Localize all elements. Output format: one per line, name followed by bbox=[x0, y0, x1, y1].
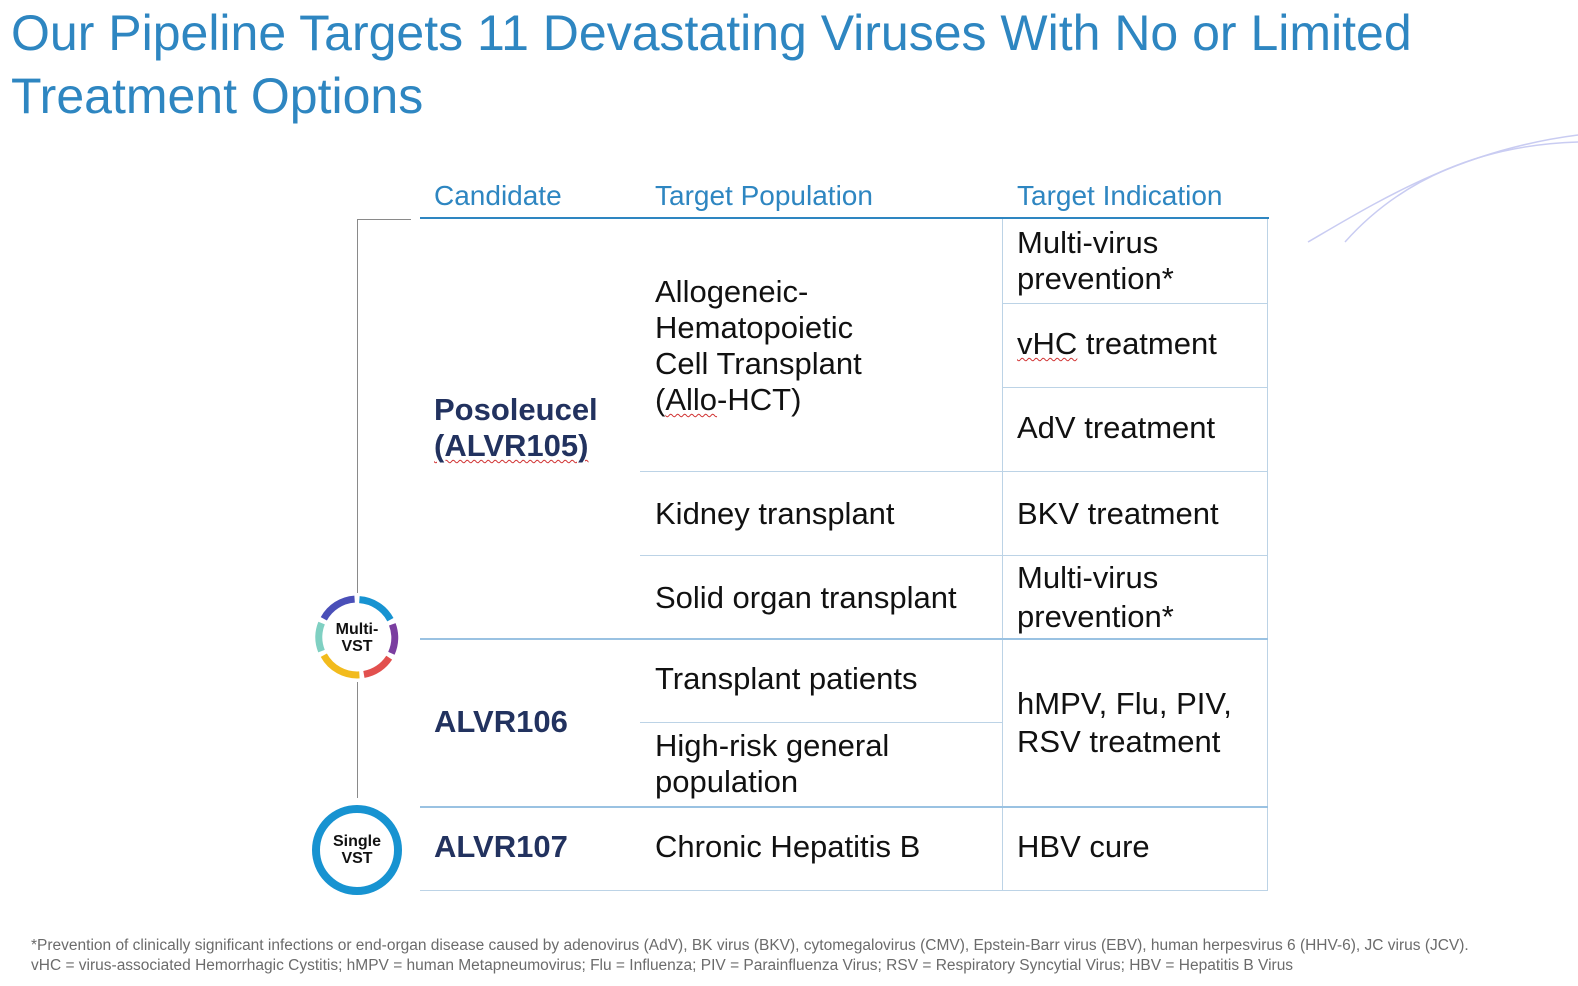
indication-line: prevention* bbox=[1017, 261, 1174, 296]
header-target-population: Target Population bbox=[655, 180, 873, 211]
row-divider bbox=[640, 471, 1268, 472]
multi-vst-label-line2: VST bbox=[341, 638, 373, 655]
page-title: Our Pipeline Targets 11 Devastating Viru… bbox=[11, 5, 1412, 124]
multi-vst-badge: Multi- VST bbox=[311, 591, 403, 683]
indication-vhc-text: treatment bbox=[1077, 326, 1217, 361]
group-divider bbox=[420, 638, 1268, 640]
row-divider bbox=[640, 722, 1002, 723]
indication-adv-treatment: AdV treatment bbox=[1017, 410, 1216, 445]
indication-bkv-treatment: BKV treatment bbox=[1017, 496, 1219, 531]
decorative-swoosh bbox=[1307, 134, 1578, 243]
population-high-risk-line: population bbox=[655, 764, 799, 799]
header-divider bbox=[420, 217, 1269, 219]
population-allo-hct: Allogeneic- Hematopoietic Cell Transplan… bbox=[655, 274, 862, 418]
candidate-posoleucel-code: (ALVR105) bbox=[434, 428, 589, 463]
bracket-connector-top bbox=[357, 219, 411, 220]
single-vst-ring-icon bbox=[312, 805, 402, 895]
indication-line: hMPV, Flu, PIV, bbox=[1017, 686, 1232, 721]
candidate-alvr107: ALVR107 bbox=[434, 829, 568, 864]
multi-vst-label-line1: Multi- bbox=[335, 621, 379, 638]
indication-line: Multi-virus bbox=[1017, 225, 1159, 260]
header-candidate: Candidate bbox=[434, 180, 562, 211]
population-allo-paren: ( bbox=[655, 382, 666, 417]
candidate-posoleucel: Posoleucel (ALVR105) bbox=[434, 392, 598, 464]
population-allo-line: Hematopoietic bbox=[655, 310, 854, 345]
bracket-connector-upper bbox=[357, 219, 358, 593]
indication-multi-virus-prevention-sot: Multi-virus prevention* bbox=[1017, 560, 1174, 635]
footnote-abbreviations: vHC = virus-associated Hemorrhagic Cysti… bbox=[31, 957, 1294, 974]
population-solid-organ: Solid organ transplant bbox=[655, 580, 957, 615]
indication-respiratory-treatment: hMPV, Flu, PIV, RSV treatment bbox=[1017, 686, 1232, 760]
population-high-risk: High-risk general population bbox=[655, 728, 889, 800]
population-allo-line: Allogeneic- bbox=[655, 274, 809, 309]
population-hepatitis-b: Chronic Hepatitis B bbox=[655, 829, 921, 864]
population-transplant-patients: Transplant patients bbox=[655, 661, 918, 696]
population-allo-suffix: -HCT) bbox=[717, 382, 802, 417]
indication-vhc-treatment: vHC treatment bbox=[1017, 326, 1217, 362]
single-vst-label-line2: VST bbox=[341, 850, 373, 867]
indication-line: RSV treatment bbox=[1017, 724, 1221, 759]
indication-hbv-cure: HBV cure bbox=[1017, 829, 1150, 864]
candidate-alvr106: ALVR106 bbox=[434, 704, 568, 739]
indication-line: Multi-virus bbox=[1017, 560, 1159, 595]
single-vst-badge: Single VST bbox=[311, 804, 403, 896]
indication-multi-virus-prevention: Multi-virus prevention* bbox=[1017, 225, 1174, 297]
group-divider bbox=[420, 806, 1268, 808]
population-allo-line: Cell Transplant bbox=[655, 346, 862, 381]
indication-vhc-abbr: vHC bbox=[1017, 326, 1078, 361]
population-high-risk-line: High-risk general bbox=[655, 728, 890, 763]
multi-vst-ring-icon bbox=[315, 595, 399, 679]
row-divider bbox=[640, 555, 1268, 556]
single-vst-label-line1: Single bbox=[332, 833, 381, 850]
indication-line: prevention* bbox=[1017, 599, 1174, 634]
bracket-connector-lower bbox=[357, 682, 358, 798]
header-target-indication: Target Indication bbox=[1017, 180, 1223, 211]
footnote-prevention: *Prevention of clinically significant in… bbox=[31, 937, 1469, 954]
row-divider bbox=[1002, 387, 1268, 388]
population-kidney: Kidney transplant bbox=[655, 496, 895, 531]
row-divider bbox=[1002, 303, 1268, 304]
candidate-posoleucel-name: Posoleucel bbox=[434, 392, 598, 427]
table-bottom-border bbox=[420, 890, 1268, 891]
population-allo-abbr: Allo bbox=[665, 382, 718, 417]
